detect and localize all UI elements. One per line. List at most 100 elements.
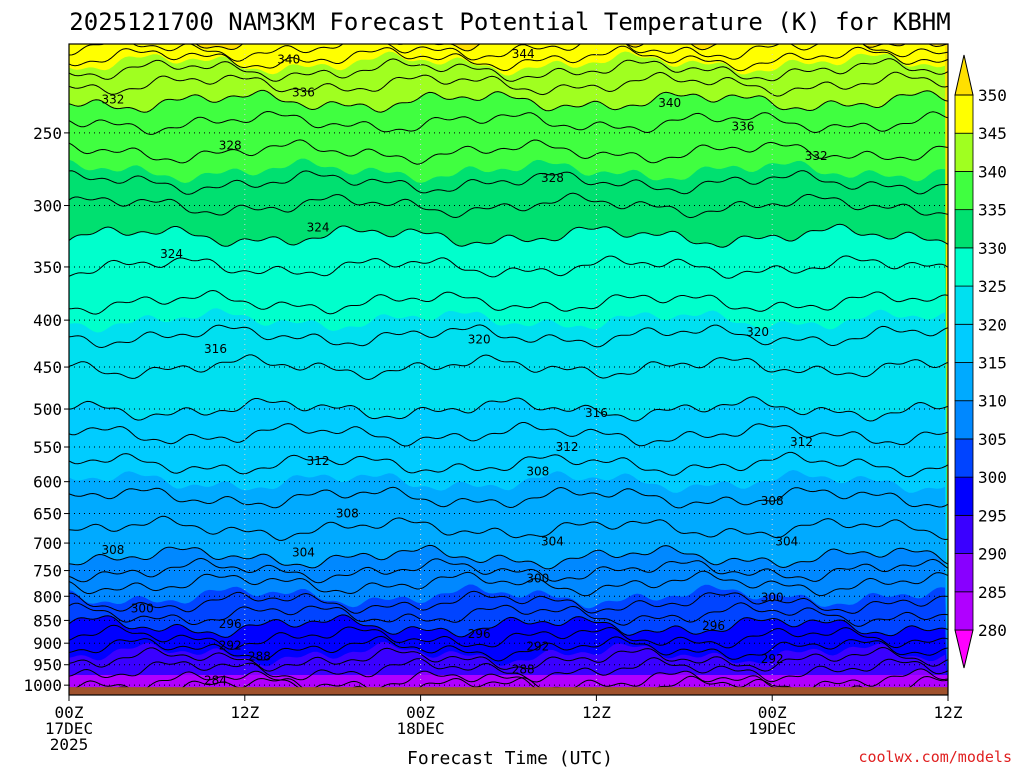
contour-labels: 340 344 332 336 340 336 328 332 328 324 324 316 320 3… (101, 47, 828, 688)
colorbar-label: 285 (978, 583, 1007, 602)
contour-label: 308 (101, 543, 124, 557)
contour-label: 316 (585, 406, 608, 420)
contour-344 (195, 44, 948, 52)
contour-338 (69, 58, 948, 82)
colorbar-label: 325 (978, 277, 1007, 296)
y-tick-label: 650 (33, 505, 62, 524)
contour-label: 336 (292, 86, 315, 100)
colorbar-label: 300 (978, 468, 1007, 487)
contour-292 (69, 624, 948, 650)
colorbar-swatch-310 (954, 362, 974, 402)
colorbar-swatch-300 (954, 438, 974, 478)
colorbar-label: 290 (978, 545, 1007, 564)
x-tick-label: 12Z (934, 703, 963, 722)
contour-label: 320 (746, 325, 769, 339)
colorbar-swatch-320 (954, 285, 974, 325)
contour-label: 308 (526, 465, 549, 479)
contour-296 (69, 602, 948, 627)
contour-label: 304 (292, 546, 315, 560)
y-tick-label: 850 (33, 611, 62, 630)
contour-290 (69, 635, 948, 662)
contour-316 (69, 354, 948, 381)
colorbar-label: 345 (978, 124, 1007, 143)
y-tick-label: 450 (33, 358, 62, 377)
y-tick-label: 700 (33, 534, 62, 553)
contour-label: 300 (761, 590, 784, 604)
contour-288 (69, 646, 948, 672)
colorbar-swatch-315 (954, 323, 974, 363)
contour-286 (69, 657, 948, 683)
y-tick-label: 1000 (23, 676, 62, 695)
contour-label: 324 (160, 247, 183, 261)
colorbar-label: 350 (978, 86, 1007, 105)
contour-340 (69, 45, 948, 72)
colorbar-swatch-290 (954, 514, 974, 554)
contour-label: 340 (277, 53, 300, 67)
colorbar-label: 310 (978, 392, 1007, 411)
contour-label: 304 (775, 534, 798, 548)
contour-label: 328 (219, 138, 242, 152)
contour-label: 300 (526, 571, 549, 585)
contour-310 (69, 451, 948, 478)
contour-306 (69, 515, 948, 541)
contour-320 (69, 289, 948, 315)
contour-lines (69, 44, 948, 695)
x-axis-label: Forecast Time (UTC) (407, 748, 613, 768)
y-tick-label: 500 (33, 400, 62, 419)
contour-322 (69, 255, 948, 279)
contour-label: 300 (131, 602, 154, 616)
contour-308 (69, 486, 948, 509)
x-tick-label: 18DEC (397, 719, 445, 738)
contour-label: 292 (761, 652, 784, 666)
x-tick-label: 00Z (55, 703, 84, 722)
contour-label: 288 (512, 663, 535, 677)
colorbar-swatch-280 (954, 591, 974, 631)
colorbar-swatch-340 (954, 132, 974, 172)
contour-314 (69, 396, 948, 422)
ground-below-surface (69, 687, 948, 695)
y-tick-label: 350 (33, 258, 62, 277)
y-tick-label: 300 (33, 197, 62, 216)
colorbar-bottom-arrow (954, 629, 974, 669)
colorbar-label: 305 (978, 430, 1007, 449)
colorbar-swatch-335 (954, 171, 974, 211)
contour-label: 292 (526, 640, 549, 654)
colorbar-swatch-325 (954, 247, 974, 287)
contour-label: 320 (468, 333, 491, 347)
y-tick-label: 750 (33, 562, 62, 581)
colorbar-label: 335 (978, 201, 1007, 220)
contour-342 (69, 44, 948, 62)
contour-label: 332 (805, 149, 828, 163)
x-tick-label: 00Z (758, 703, 787, 722)
plot-frame (68, 43, 949, 696)
x-tick-label: 00Z (406, 703, 435, 722)
x-tick-label: 2025 (50, 735, 89, 754)
contour-label: 344 (512, 47, 535, 61)
colorbar-swatch-295 (954, 476, 974, 516)
credit-text[interactable]: coolwx.com/models (858, 748, 1012, 766)
contour-332 (69, 110, 948, 135)
colorbar-label: 320 (978, 315, 1007, 334)
contour-300 (69, 570, 948, 597)
colorbar-swatch-345 (954, 94, 974, 134)
contour-label: 296 (468, 627, 491, 641)
colorbar-label: 280 (978, 621, 1007, 640)
contour-label: 312 (790, 435, 813, 449)
colorbar-label: 330 (978, 239, 1007, 258)
contour-302 (69, 557, 948, 584)
colorbar-top-arrow (954, 54, 974, 96)
contour-label: 332 (101, 93, 124, 107)
colorbar: 280 285 290 295 300 305 310 315 320 325 330 335 340 3… (954, 54, 1007, 669)
contour-298 (69, 590, 948, 614)
colorbar-swatch-285 (954, 553, 974, 593)
contour-label: 328 (541, 171, 564, 185)
contour-294 (69, 614, 948, 638)
y-tick-label: 550 (33, 438, 62, 457)
contour-336 (69, 71, 948, 97)
y-tick-label: 600 (33, 473, 62, 492)
y-tick-label: 900 (33, 634, 62, 653)
contour-label: 312 (307, 454, 330, 468)
colorbar-swatch-305 (954, 400, 974, 440)
